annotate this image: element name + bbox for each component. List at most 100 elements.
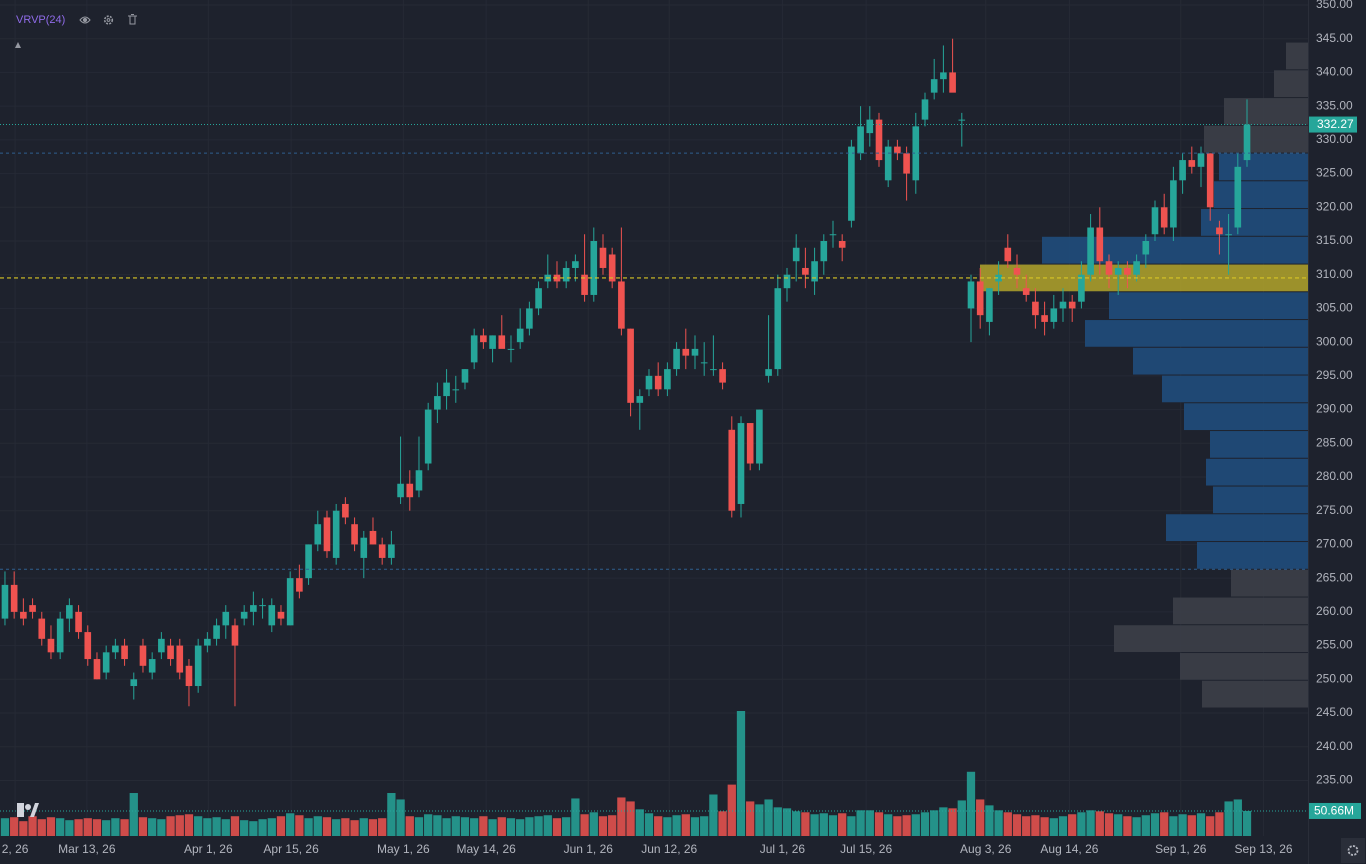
y-tick-label: 235.00	[1316, 773, 1353, 787]
candle-body	[728, 429, 736, 511]
candle-body	[332, 510, 340, 558]
logo-dot	[25, 804, 31, 810]
volume-bar	[690, 817, 700, 836]
candle-body	[1068, 301, 1076, 309]
volume-bar	[1224, 801, 1233, 836]
volume-bar	[810, 814, 819, 836]
y-tick-label: 305.00	[1316, 301, 1353, 315]
profile-bar	[1274, 70, 1308, 98]
candle-body	[930, 79, 938, 93]
candle-body	[250, 605, 257, 612]
x-tick-label: Aug 3, 26	[960, 842, 1012, 856]
volume-bar	[985, 805, 994, 836]
volume-bar	[350, 820, 359, 836]
candle-body	[921, 99, 929, 120]
collapse-arrow[interactable]	[15, 42, 21, 48]
candle-body	[976, 281, 984, 316]
candle-body	[894, 146, 901, 154]
volume-bar	[249, 821, 258, 836]
volume-bar	[414, 817, 424, 836]
volume-bar	[856, 810, 865, 836]
indicator-label[interactable]: VRVP(24)	[16, 14, 65, 26]
candle-body	[29, 605, 36, 612]
volume-bar	[543, 815, 552, 836]
candle-body	[590, 240, 598, 295]
volume-bar	[654, 816, 663, 836]
volume-bar	[746, 801, 755, 836]
candle-body	[516, 328, 524, 343]
x-tick-label: Apr 15, 26	[263, 842, 319, 856]
candle-body	[20, 611, 27, 619]
volume-bar	[203, 818, 212, 836]
candle-body	[1032, 301, 1039, 316]
profile-bar	[1184, 403, 1308, 431]
gear-teeth	[103, 15, 114, 25]
x-tick-label: Jun 12, 26	[641, 842, 697, 856]
volume-bar	[782, 808, 792, 836]
volume-bar	[552, 818, 562, 836]
x-tick-label: Jul 1, 26	[760, 842, 806, 856]
candle-body	[130, 679, 138, 687]
volume-bar	[267, 818, 276, 836]
delete-icon[interactable]	[128, 14, 137, 25]
y-tick-label: 265.00	[1316, 570, 1353, 584]
y-tick-label: 350.00	[1316, 0, 1353, 11]
volume-bar	[700, 816, 709, 836]
candle-body	[1170, 180, 1177, 228]
volume-bar	[405, 816, 414, 836]
x-tick-label: May 1, 26	[377, 842, 430, 856]
candle-body	[608, 254, 616, 282]
volume-bar	[460, 817, 470, 836]
candle-body	[323, 517, 331, 552]
candle-body	[470, 335, 478, 363]
candle-body	[654, 375, 662, 390]
profile-bar	[1180, 653, 1308, 680]
volume-bar	[166, 816, 175, 836]
candle-body	[857, 126, 864, 154]
volume-bar	[865, 810, 874, 836]
x-tick-label: Jun 1, 26	[564, 842, 614, 856]
candle-body	[581, 274, 588, 295]
y-tick-label: 240.00	[1316, 739, 1353, 753]
candle-body	[369, 530, 377, 545]
logo-slash	[30, 803, 39, 817]
volume-bar	[617, 797, 626, 836]
volume-bar	[635, 809, 644, 836]
candle-body	[507, 348, 515, 350]
volume-bar	[0, 818, 10, 836]
y-tick-label: 325.00	[1316, 166, 1353, 180]
candle-body	[415, 470, 423, 491]
settings-icon[interactable]	[103, 15, 114, 25]
eye-icon[interactable]	[79, 16, 91, 24]
volume-bar	[727, 784, 736, 836]
volume-bar	[1169, 816, 1178, 836]
candle-body	[351, 524, 358, 545]
volume-bar	[184, 814, 194, 836]
volume-bar	[368, 819, 378, 836]
candle-body	[1151, 207, 1159, 235]
candle-body	[673, 348, 680, 370]
candle-body	[1234, 166, 1242, 228]
candle-body	[746, 423, 754, 464]
eye-shape	[79, 16, 91, 24]
y-tick-label: 260.00	[1316, 604, 1353, 618]
candle-body	[1216, 227, 1223, 235]
volume-bar	[37, 819, 46, 836]
candle-body	[682, 348, 690, 356]
candle-body	[305, 544, 312, 579]
volume-bar	[1077, 812, 1086, 836]
x-tick-label: Apr 1, 26	[184, 842, 233, 856]
volume-bar	[1206, 816, 1215, 836]
logo-bar	[17, 803, 24, 817]
volume-bar	[120, 819, 129, 836]
volume-bar	[828, 815, 838, 836]
candle-body	[783, 274, 791, 289]
settings-button[interactable]	[1341, 838, 1365, 863]
volume-bar	[332, 819, 341, 836]
volume-bar	[1012, 814, 1022, 836]
volume-bar	[74, 819, 83, 836]
volume-bar	[902, 815, 911, 836]
profile-bar	[1085, 320, 1308, 347]
candle-body	[102, 652, 110, 673]
